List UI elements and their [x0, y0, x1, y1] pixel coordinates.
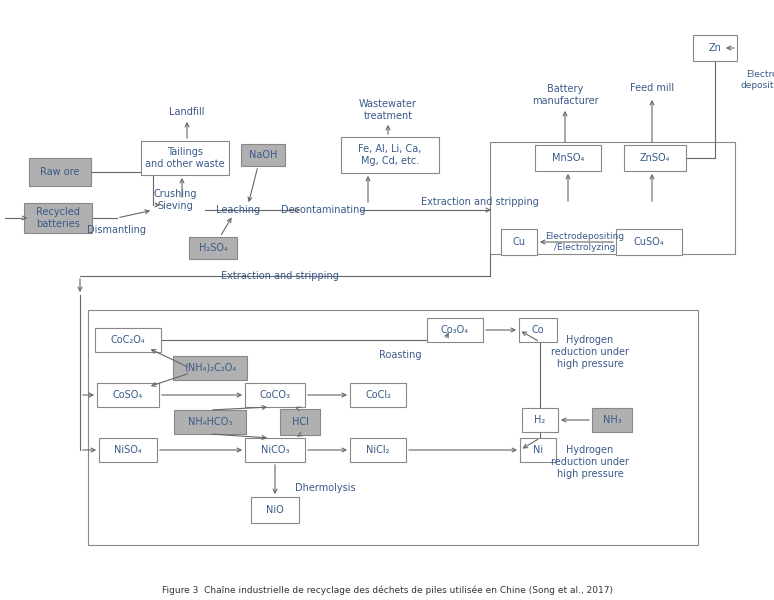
Text: Tailings
and other waste: Tailings and other waste — [146, 147, 224, 169]
Text: Fe, Al, Li, Ca,
Mg, Cd, etc.: Fe, Al, Li, Ca, Mg, Cd, etc. — [358, 144, 422, 166]
Text: NiO: NiO — [266, 505, 284, 515]
Text: ZnSO₄: ZnSO₄ — [640, 153, 670, 163]
FancyBboxPatch shape — [241, 144, 285, 166]
Text: Figure 3  Chaîne industrielle de recyclage des déchets de piles utilisée en Chin: Figure 3 Chaîne industrielle de recyclag… — [162, 585, 612, 595]
FancyBboxPatch shape — [245, 383, 305, 407]
Text: MnSO₄: MnSO₄ — [552, 153, 584, 163]
Text: Crushing
Sieving: Crushing Sieving — [153, 189, 197, 211]
FancyBboxPatch shape — [280, 409, 320, 435]
Text: H₂SO₄: H₂SO₄ — [199, 243, 228, 253]
Text: Dhermolysis: Dhermolysis — [295, 483, 355, 493]
Text: Zn: Zn — [708, 43, 721, 53]
Text: Roasting: Roasting — [378, 350, 421, 360]
Text: NiSO₄: NiSO₄ — [114, 445, 142, 455]
Text: Extraction and stripping: Extraction and stripping — [221, 271, 339, 281]
Text: Decontaminating: Decontaminating — [281, 205, 365, 215]
FancyBboxPatch shape — [616, 229, 682, 255]
Text: Electro-
depositing: Electro- depositing — [740, 70, 774, 89]
Text: NaOH: NaOH — [248, 150, 277, 160]
FancyBboxPatch shape — [251, 497, 299, 523]
Text: NiCO₃: NiCO₃ — [261, 445, 289, 455]
Text: Cu: Cu — [512, 237, 526, 247]
FancyBboxPatch shape — [24, 203, 92, 233]
Text: H₂: H₂ — [534, 415, 546, 425]
Text: Raw ore: Raw ore — [40, 167, 80, 177]
Text: NH₃: NH₃ — [603, 415, 622, 425]
Text: Landfill: Landfill — [170, 107, 205, 117]
Text: (NH₄)₂C₂O₄: (NH₄)₂C₂O₄ — [184, 363, 236, 373]
Text: CoCl₂: CoCl₂ — [365, 390, 391, 400]
FancyBboxPatch shape — [501, 229, 537, 255]
FancyBboxPatch shape — [535, 145, 601, 171]
Text: Dismantling: Dismantling — [87, 225, 146, 235]
FancyBboxPatch shape — [427, 318, 483, 342]
FancyBboxPatch shape — [624, 145, 686, 171]
Text: Hydrogen
reduction under
high pressure: Hydrogen reduction under high pressure — [551, 335, 629, 368]
Text: Leaching: Leaching — [216, 205, 260, 215]
Text: Co: Co — [532, 325, 544, 335]
Text: Battery
manufacturer: Battery manufacturer — [532, 84, 598, 106]
FancyBboxPatch shape — [173, 356, 247, 380]
FancyBboxPatch shape — [341, 137, 439, 173]
Text: Electrodepositing
/Electrolyzing: Electrodepositing /Electrolyzing — [546, 232, 625, 252]
Text: NH₄HCO₃: NH₄HCO₃ — [188, 417, 232, 427]
FancyBboxPatch shape — [350, 438, 406, 462]
FancyBboxPatch shape — [141, 141, 229, 175]
Text: CuSO₄: CuSO₄ — [634, 237, 664, 247]
Text: CoCO₃: CoCO₃ — [259, 390, 290, 400]
FancyBboxPatch shape — [99, 438, 157, 462]
FancyBboxPatch shape — [174, 410, 246, 434]
Text: Recycled
batteries: Recycled batteries — [36, 207, 80, 229]
Text: CoC₂O₄: CoC₂O₄ — [111, 335, 146, 345]
Text: Co₃O₄: Co₃O₄ — [441, 325, 469, 335]
FancyBboxPatch shape — [592, 408, 632, 432]
FancyBboxPatch shape — [97, 383, 159, 407]
Text: Ni: Ni — [533, 445, 543, 455]
FancyBboxPatch shape — [519, 318, 557, 342]
FancyBboxPatch shape — [522, 408, 558, 432]
FancyBboxPatch shape — [693, 35, 737, 61]
FancyBboxPatch shape — [95, 328, 161, 352]
FancyBboxPatch shape — [189, 237, 237, 259]
FancyBboxPatch shape — [245, 438, 305, 462]
Text: Hydrogen
reduction under
high pressure: Hydrogen reduction under high pressure — [551, 445, 629, 479]
Text: CoSO₄: CoSO₄ — [113, 390, 143, 400]
FancyBboxPatch shape — [29, 158, 91, 186]
Text: Extraction and stripping: Extraction and stripping — [421, 197, 539, 207]
FancyBboxPatch shape — [520, 438, 556, 462]
Text: NiCl₂: NiCl₂ — [366, 445, 390, 455]
Text: Feed mill: Feed mill — [630, 83, 674, 93]
Text: Wastewater
treatment: Wastewater treatment — [359, 99, 417, 121]
Text: HCl: HCl — [292, 417, 308, 427]
FancyBboxPatch shape — [350, 383, 406, 407]
